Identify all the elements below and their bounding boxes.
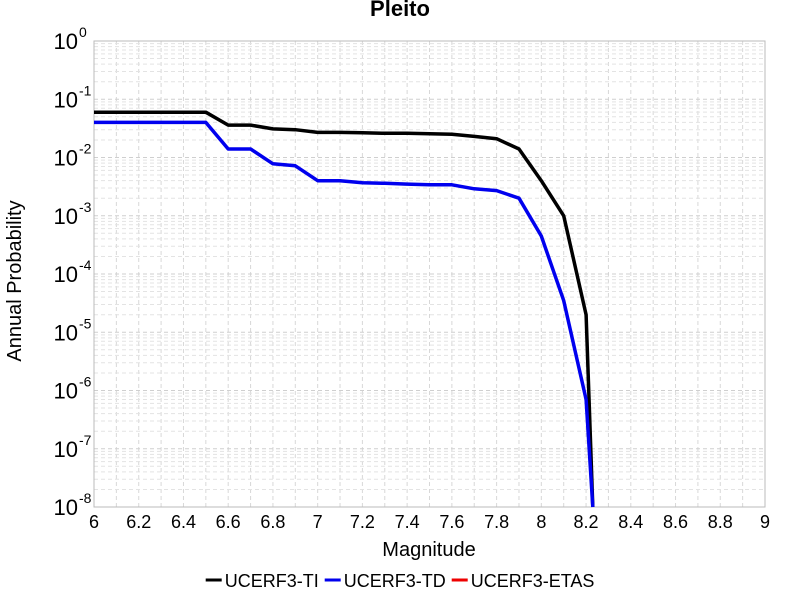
y-tick-label: 10 -7 bbox=[54, 432, 92, 462]
series-layer bbox=[94, 110, 595, 508]
x-tick-label: 7.6 bbox=[439, 512, 464, 532]
y-tick-base: 10 bbox=[54, 87, 78, 112]
x-tick-label: 7 bbox=[313, 512, 323, 532]
legend-label: UCERF3-TD bbox=[344, 571, 446, 591]
y-tick-base: 10 bbox=[54, 146, 78, 171]
y-tick-exponent: -5 bbox=[79, 315, 92, 331]
y-tick-base: 10 bbox=[54, 262, 78, 287]
y-tick-label: 10 -2 bbox=[54, 141, 92, 171]
grid bbox=[93, 41, 766, 508]
y-tick-label: 10 -8 bbox=[54, 490, 92, 520]
y-tick-label: 10 -6 bbox=[54, 374, 92, 404]
y-tick-base: 10 bbox=[54, 204, 78, 229]
y-tick-label: 10 0 bbox=[54, 24, 87, 54]
y-tick-exponent: -2 bbox=[79, 141, 92, 157]
x-tick-label: 6.6 bbox=[216, 512, 241, 532]
y-tick-exponent: -3 bbox=[79, 199, 92, 215]
y-tick-label: 10 -4 bbox=[54, 257, 92, 287]
legend-item: UCERF3-TD bbox=[324, 571, 446, 591]
y-tick-base: 10 bbox=[54, 320, 78, 345]
y-tick-base: 10 bbox=[54, 29, 78, 54]
x-tick-label: 9 bbox=[760, 512, 770, 532]
x-tick-label: 8.6 bbox=[663, 512, 688, 532]
y-tick-exponent: -6 bbox=[79, 374, 92, 390]
y-tick-label: 10 -3 bbox=[54, 199, 92, 229]
y-tick-label: 10 -1 bbox=[54, 82, 92, 112]
y-tick-base: 10 bbox=[54, 379, 78, 404]
x-tick-label: 6.8 bbox=[260, 512, 285, 532]
x-tick-label: 6 bbox=[89, 512, 99, 532]
plot-area bbox=[93, 40, 766, 508]
y-axis-label: Annual Probability bbox=[4, 200, 26, 361]
x-tick-label: 6.4 bbox=[171, 512, 196, 532]
x-tick-label: 7.8 bbox=[484, 512, 509, 532]
x-tick-label: 8.4 bbox=[618, 512, 643, 532]
y-tick-base: 10 bbox=[54, 495, 78, 520]
legend: UCERF3-TI UCERF3-TD UCERF3-ETAS bbox=[205, 571, 595, 591]
series-line-ucerf3-ti bbox=[94, 110, 595, 508]
x-tick-label: 8.2 bbox=[574, 512, 599, 532]
legend-item: UCERF3-ETAS bbox=[451, 571, 595, 591]
x-axis-label: Magnitude bbox=[382, 539, 475, 561]
y-tick-label: 10 -5 bbox=[54, 315, 92, 345]
legend-label: UCERF3-TI bbox=[225, 571, 319, 591]
y-tick-exponent: -4 bbox=[79, 257, 92, 273]
y-tick-exponent: -1 bbox=[79, 82, 92, 98]
chart-title: Pleito bbox=[370, 0, 430, 21]
y-tick-base: 10 bbox=[54, 437, 78, 462]
legend-item: UCERF3-TI bbox=[205, 571, 319, 591]
y-tick-exponent: -8 bbox=[79, 490, 92, 506]
y-tick-exponent: 0 bbox=[79, 24, 87, 40]
legend-label: UCERF3-ETAS bbox=[471, 571, 595, 591]
x-axis-ticks: 6 6.2 6.4 6.6 6.8 7 7.2 7.4 7.6 7.8 8 8.2 8.4 8.6 8.8 9 bbox=[89, 512, 770, 532]
x-tick-label: 6.2 bbox=[126, 512, 151, 532]
x-tick-label: 7.2 bbox=[350, 512, 375, 532]
x-tick-label: 8.8 bbox=[708, 512, 733, 532]
y-tick-exponent: -7 bbox=[79, 432, 92, 448]
series-line-ucerf3-td bbox=[94, 120, 595, 508]
x-tick-label: 7.4 bbox=[395, 512, 420, 532]
x-tick-label: 8 bbox=[536, 512, 546, 532]
